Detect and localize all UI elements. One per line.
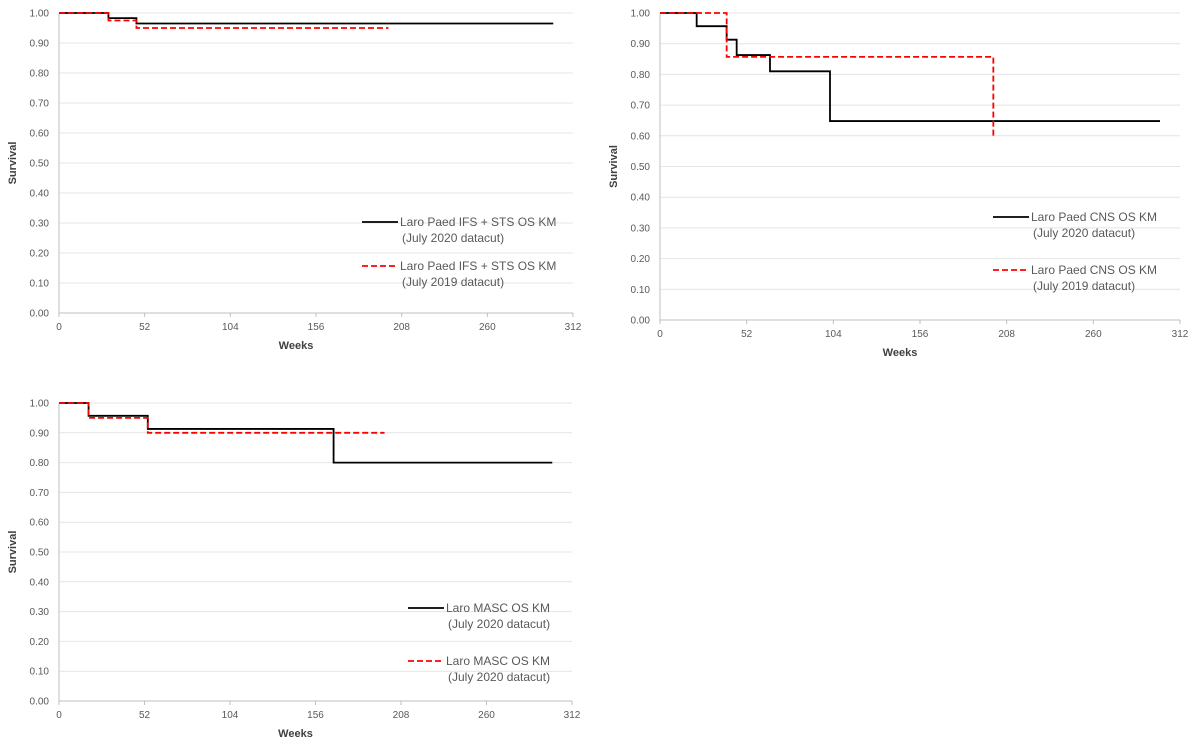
x-tick-label: 208: [393, 710, 410, 721]
y-tick-label: 0.50: [30, 548, 50, 559]
km-chart-masc: 0.00 0.10 0.20 0.30 0.40 0.50 0.60 0.70 0.80 0.90…: [0, 388, 585, 745]
km-chart-ifs-sts: 0.00 0.10 0.20 0.30 0.40 0.50 0.60 0.70 0.80 0.90…: [0, 0, 585, 365]
x-axis-label: Weeks: [883, 347, 918, 359]
legend-label: Laro Paed IFS + STS OS KM: [400, 259, 556, 273]
km-chart-masc-svg: 0.00 0.10 0.20 0.30 0.40 0.50 0.60 0.70 0.80 0.90…: [7, 399, 581, 741]
y-tick-label: 0.70: [30, 488, 50, 499]
legend-label: (July 2020 datacut): [448, 670, 550, 684]
y-tick-label: 0.30: [631, 223, 651, 234]
y-tick-label: 0.60: [631, 131, 651, 142]
km-chart-cns-svg: 0.00 0.10 0.20 0.30 0.40 0.50 0.60 0.70 0.80 0.90…: [608, 9, 1189, 360]
x-tick-label: 104: [222, 710, 239, 721]
legend-label: (July 2020 datacut): [1033, 226, 1135, 240]
y-tick-label: 0.90: [30, 428, 50, 439]
legend-label: Laro Paed CNS OS KM: [1031, 263, 1157, 277]
x-tick-label: 104: [222, 322, 239, 333]
y-tick-label: 0.40: [631, 193, 651, 204]
y-tick-label: 1.00: [631, 9, 651, 20]
x-tick-label: 260: [479, 322, 496, 333]
legend-label: (July 2019 datacut): [402, 275, 504, 289]
x-tick-label: 156: [307, 710, 324, 721]
legend-label: (July 2019 datacut): [1033, 279, 1135, 293]
y-tick-label: 0.30: [30, 219, 50, 230]
series-line-1: [660, 12, 995, 136]
y-tick-label: 0.50: [631, 162, 651, 173]
x-tick-label: 156: [912, 329, 929, 340]
y-axis-label: Survival: [7, 531, 19, 574]
y-tick-label: 0.60: [30, 129, 50, 140]
y-tick-label: 1.00: [30, 399, 50, 410]
y-tick-label: 1.00: [30, 9, 50, 20]
x-tick-label: 208: [393, 322, 410, 333]
y-tick-label: 0.20: [631, 254, 651, 265]
x-tick-label: 260: [1085, 329, 1102, 340]
y-tick-label: 0.80: [631, 70, 651, 81]
x-tick-label: 0: [56, 710, 62, 721]
y-tick-label: 0.10: [30, 279, 50, 290]
y-tick-label: 0.70: [30, 99, 50, 110]
y-tick-label: 0.00: [30, 309, 50, 320]
series-line-1: [59, 12, 389, 29]
x-tick-label: 156: [308, 322, 325, 333]
y-tick-label: 0.00: [30, 697, 50, 708]
x-tick-label: 312: [564, 710, 581, 721]
x-tick-label: 312: [565, 322, 582, 333]
legend-label: Laro MASC OS KM: [446, 601, 550, 615]
x-tick-label: 52: [741, 329, 753, 340]
x-tick-label: 52: [139, 322, 151, 333]
legend-label: Laro Paed IFS + STS OS KM: [400, 215, 556, 229]
series-line-0: [660, 12, 1160, 122]
y-tick-label: 0.10: [631, 285, 651, 296]
legend-label: Laro MASC OS KM: [446, 654, 550, 668]
legend-label: (July 2020 datacut): [448, 617, 550, 631]
y-tick-label: 0.20: [30, 249, 50, 260]
km-chart-cns: 0.00 0.10 0.20 0.30 0.40 0.50 0.60 0.70 0.80 0.90…: [600, 0, 1192, 370]
km-chart-ifs-sts-svg: 0.00 0.10 0.20 0.30 0.40 0.50 0.60 0.70 0.80 0.90…: [7, 9, 582, 353]
y-tick-label: 0.50: [30, 159, 50, 170]
x-tick-label: 208: [998, 329, 1015, 340]
y-tick-label: 0.90: [30, 39, 50, 50]
x-tick-label: 104: [825, 329, 842, 340]
legend-label: (July 2020 datacut): [402, 231, 504, 245]
legend-label: Laro Paed CNS OS KM: [1031, 210, 1157, 224]
y-tick-label: 0.30: [30, 607, 50, 618]
y-tick-label: 0.00: [631, 316, 651, 327]
y-tick-label: 0.80: [30, 69, 50, 80]
y-axis-label: Survival: [7, 142, 19, 185]
x-tick-label: 52: [139, 710, 151, 721]
x-tick-label: 312: [1172, 329, 1189, 340]
x-axis-label: Weeks: [278, 728, 313, 740]
y-tick-label: 0.60: [30, 518, 50, 529]
series-line-1: [59, 402, 385, 434]
y-tick-label: 0.70: [631, 101, 651, 112]
y-tick-label: 0.80: [30, 458, 50, 469]
y-tick-label: 0.40: [30, 189, 50, 200]
y-tick-label: 0.40: [30, 577, 50, 588]
y-tick-label: 0.20: [30, 637, 50, 648]
y-tick-label: 0.90: [631, 39, 651, 50]
x-tick-label: 0: [657, 329, 663, 340]
y-tick-label: 0.10: [30, 667, 50, 678]
x-tick-label: 0: [56, 322, 62, 333]
x-axis-label: Weeks: [279, 340, 314, 352]
y-axis-label: Survival: [608, 145, 620, 188]
series-line-0: [59, 12, 554, 25]
x-tick-label: 260: [478, 710, 495, 721]
